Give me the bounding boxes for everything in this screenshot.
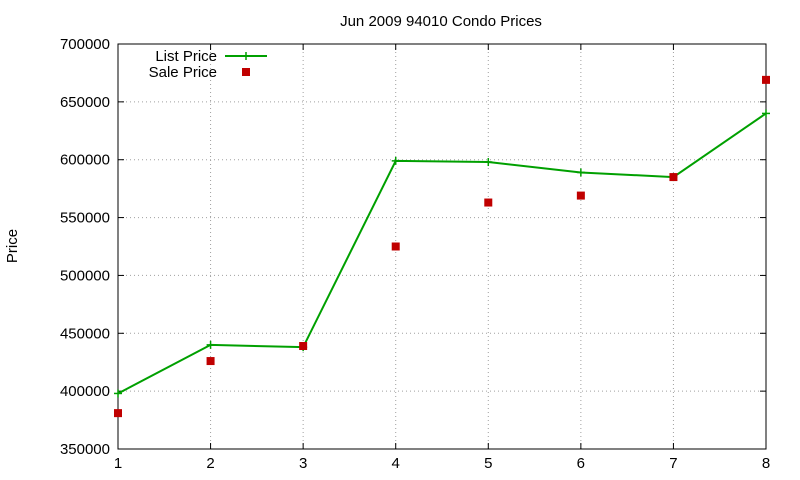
sale-price-point bbox=[114, 409, 122, 418]
sale-price-point bbox=[669, 173, 678, 182]
y-axis-label: Price bbox=[4, 229, 21, 263]
list-price-point bbox=[762, 109, 770, 118]
axis-ticks bbox=[117, 43, 767, 450]
list-price-point bbox=[484, 158, 493, 167]
sale-price-point bbox=[576, 191, 585, 200]
x-tick-label: 4 bbox=[392, 455, 400, 472]
series bbox=[114, 75, 770, 418]
list-price-point bbox=[576, 168, 585, 177]
y-axis-tick-labels: 350000 400000 450000 500000 550000 600000 6500… bbox=[60, 36, 110, 458]
y-tick-label: 500000 bbox=[60, 267, 110, 284]
y-tick-label: 600000 bbox=[60, 152, 110, 169]
y-tick-label: 400000 bbox=[60, 383, 110, 400]
series-sale-price bbox=[114, 75, 770, 418]
x-tick-label: 8 bbox=[762, 455, 770, 472]
series-list-price bbox=[114, 109, 770, 398]
grid bbox=[118, 44, 766, 449]
x-axis-tick-labels: 1 2 3 4 5 6 7 8 bbox=[114, 455, 770, 472]
legend-swatch-marker bbox=[242, 52, 250, 60]
x-tick-label: 1 bbox=[114, 455, 122, 472]
legend-label: Sale Price bbox=[149, 64, 217, 81]
y-tick-label: 450000 bbox=[60, 325, 110, 342]
y-tick-label: 700000 bbox=[60, 36, 110, 53]
chart-title: Jun 2009 94010 Condo Prices bbox=[340, 13, 542, 30]
plot-frame bbox=[117, 43, 767, 450]
list-price-point bbox=[391, 156, 400, 165]
y-tick-label: 650000 bbox=[60, 94, 110, 111]
x-tick-label: 6 bbox=[577, 455, 585, 472]
legend-label: List Price bbox=[155, 48, 217, 65]
x-tick-label: 3 bbox=[299, 455, 307, 472]
x-tick-label: 5 bbox=[484, 455, 492, 472]
sale-price-point bbox=[299, 342, 308, 351]
list-price-point bbox=[206, 340, 215, 349]
x-tick-label: 2 bbox=[206, 455, 214, 472]
legend-swatch-marker bbox=[242, 68, 250, 76]
sale-price-point bbox=[484, 198, 493, 207]
x-tick-label: 7 bbox=[669, 455, 677, 472]
y-tick-label: 350000 bbox=[60, 441, 110, 458]
y-tick-label: 550000 bbox=[60, 210, 110, 227]
sale-price-point bbox=[391, 242, 400, 251]
sale-price-point bbox=[206, 357, 215, 366]
list-price-line bbox=[117, 112, 767, 395]
list-price-point bbox=[114, 389, 122, 398]
sale-price-point bbox=[762, 75, 770, 84]
